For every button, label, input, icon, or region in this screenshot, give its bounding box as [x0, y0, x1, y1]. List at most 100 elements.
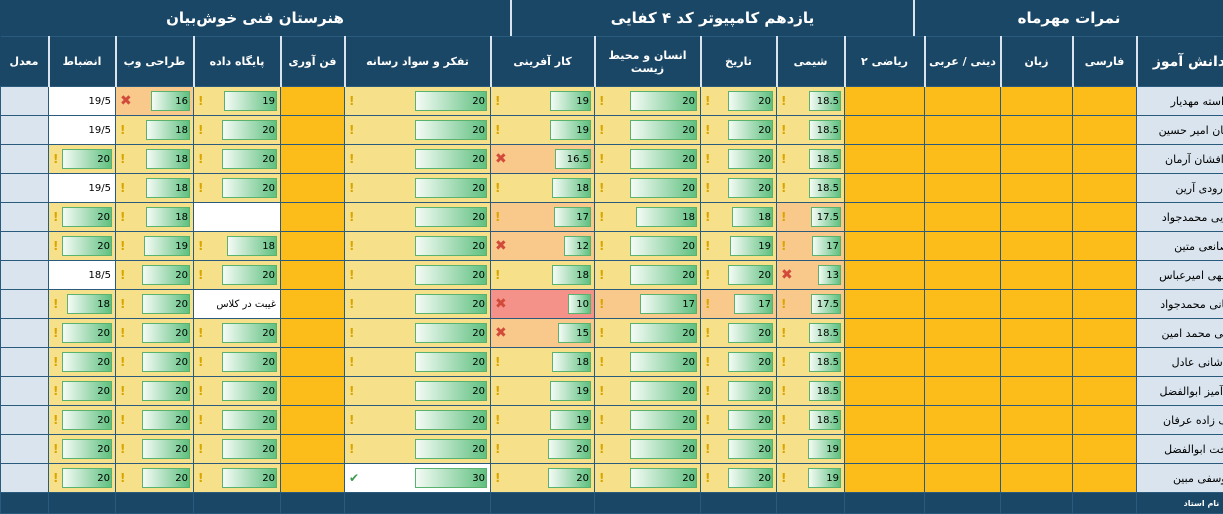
- score-zaban[interactable]: [1001, 435, 1073, 464]
- score-zaban[interactable]: [1001, 203, 1073, 232]
- score-riazi[interactable]: [845, 348, 925, 377]
- average-cell[interactable]: [1, 435, 49, 464]
- score-kar[interactable]: !18: [491, 261, 595, 290]
- score-dini[interactable]: [925, 406, 1001, 435]
- student-name[interactable]: یوسفی مبین: [1137, 464, 1223, 493]
- score-dini[interactable]: [925, 377, 1001, 406]
- score-farsi[interactable]: [1073, 319, 1137, 348]
- score-ensan[interactable]: !20: [595, 348, 701, 377]
- score-riazi[interactable]: [845, 174, 925, 203]
- score-web[interactable]: !20: [116, 435, 194, 464]
- score-enzebat[interactable]: !20: [49, 348, 116, 377]
- score-enzebat[interactable]: 18/5: [49, 261, 116, 290]
- score-riazi[interactable]: [845, 464, 925, 493]
- score-fanavari[interactable]: [281, 203, 345, 232]
- score-shimi[interactable]: !18.5: [777, 174, 845, 203]
- score-tafakor[interactable]: !20: [345, 232, 491, 261]
- score-riazi[interactable]: [845, 203, 925, 232]
- score-dini[interactable]: [925, 203, 1001, 232]
- score-web[interactable]: !18: [116, 145, 194, 174]
- score-zaban[interactable]: [1001, 145, 1073, 174]
- score-enzebat[interactable]: !20: [49, 377, 116, 406]
- score-ensan[interactable]: !20: [595, 116, 701, 145]
- score-tafakor[interactable]: !20: [345, 145, 491, 174]
- score-enzebat[interactable]: !20: [49, 319, 116, 348]
- score-db[interactable]: غیبت در کلاس: [194, 290, 281, 319]
- score-dini[interactable]: [925, 174, 1001, 203]
- score-db[interactable]: !20: [194, 464, 281, 493]
- score-enzebat[interactable]: !18: [49, 290, 116, 319]
- score-ensan[interactable]: !20: [595, 406, 701, 435]
- score-fanavari[interactable]: [281, 435, 345, 464]
- student-name[interactable]: کاشانی عادل: [1137, 348, 1223, 377]
- score-riazi[interactable]: [845, 232, 925, 261]
- student-name[interactable]: عرفانی محمدجواد: [1137, 290, 1223, 319]
- score-web[interactable]: !20: [116, 348, 194, 377]
- score-shimi[interactable]: !17: [777, 232, 845, 261]
- score-ensan[interactable]: !17: [595, 290, 701, 319]
- score-web[interactable]: !20: [116, 261, 194, 290]
- score-db[interactable]: !20: [194, 319, 281, 348]
- score-ensan[interactable]: !20: [595, 87, 701, 116]
- score-fanavari[interactable]: [281, 116, 345, 145]
- score-tarikh[interactable]: !19: [701, 232, 777, 261]
- score-tafakor[interactable]: !20: [345, 435, 491, 464]
- score-fanavari[interactable]: [281, 319, 345, 348]
- score-fanavari[interactable]: [281, 232, 345, 261]
- score-tarikh[interactable]: !20: [701, 319, 777, 348]
- student-name[interactable]: صانعی متین: [1137, 232, 1223, 261]
- score-zaban[interactable]: [1001, 261, 1073, 290]
- score-enzebat[interactable]: 19/5: [49, 87, 116, 116]
- average-cell[interactable]: [1, 87, 49, 116]
- score-kar[interactable]: !18: [491, 174, 595, 203]
- score-web[interactable]: !20: [116, 377, 194, 406]
- score-ensan[interactable]: !20: [595, 261, 701, 290]
- student-name[interactable]: نجف زاده عرفان: [1137, 406, 1223, 435]
- score-web[interactable]: !19: [116, 232, 194, 261]
- score-dini[interactable]: [925, 290, 1001, 319]
- score-zaban[interactable]: [1001, 232, 1073, 261]
- score-kar[interactable]: !17: [491, 203, 595, 232]
- score-tafakor[interactable]: !20: [345, 116, 491, 145]
- student-name[interactable]: باقریان امیر حسین: [1137, 116, 1223, 145]
- score-shimi[interactable]: !18.5: [777, 348, 845, 377]
- score-ensan[interactable]: !20: [595, 174, 701, 203]
- score-farsi[interactable]: [1073, 406, 1137, 435]
- average-cell[interactable]: [1, 116, 49, 145]
- score-tarikh[interactable]: !20: [701, 435, 777, 464]
- score-tarikh[interactable]: !20: [701, 348, 777, 377]
- score-shimi[interactable]: !18.5: [777, 116, 845, 145]
- score-kar[interactable]: ✖12: [491, 232, 595, 261]
- score-tarikh[interactable]: !20: [701, 145, 777, 174]
- score-web[interactable]: !18: [116, 116, 194, 145]
- score-kar[interactable]: ✖16.5: [491, 145, 595, 174]
- average-cell[interactable]: [1, 203, 49, 232]
- score-fanavari[interactable]: [281, 87, 345, 116]
- average-cell[interactable]: [1, 261, 49, 290]
- score-kar[interactable]: ✖10: [491, 290, 595, 319]
- score-kar[interactable]: !19: [491, 406, 595, 435]
- score-ensan[interactable]: !18: [595, 203, 701, 232]
- score-enzebat[interactable]: !20: [49, 232, 116, 261]
- score-zaban[interactable]: [1001, 377, 1073, 406]
- score-riazi[interactable]: [845, 435, 925, 464]
- score-tafakor[interactable]: !20: [345, 87, 491, 116]
- score-farsi[interactable]: [1073, 145, 1137, 174]
- score-db[interactable]: !20: [194, 261, 281, 290]
- score-tafakor[interactable]: !20: [345, 348, 491, 377]
- score-tafakor[interactable]: !20: [345, 174, 491, 203]
- score-tarikh[interactable]: !20: [701, 174, 777, 203]
- score-enzebat[interactable]: !20: [49, 203, 116, 232]
- average-cell[interactable]: [1, 174, 49, 203]
- score-kar[interactable]: ✖15: [491, 319, 595, 348]
- score-fanavari[interactable]: [281, 290, 345, 319]
- score-riazi[interactable]: [845, 145, 925, 174]
- score-web[interactable]: !20: [116, 319, 194, 348]
- score-farsi[interactable]: [1073, 435, 1137, 464]
- score-shimi[interactable]: !19: [777, 435, 845, 464]
- score-db[interactable]: !20: [194, 435, 281, 464]
- score-db[interactable]: [194, 203, 281, 232]
- score-tarikh[interactable]: !17: [701, 290, 777, 319]
- score-dini[interactable]: [925, 116, 1001, 145]
- score-farsi[interactable]: [1073, 261, 1137, 290]
